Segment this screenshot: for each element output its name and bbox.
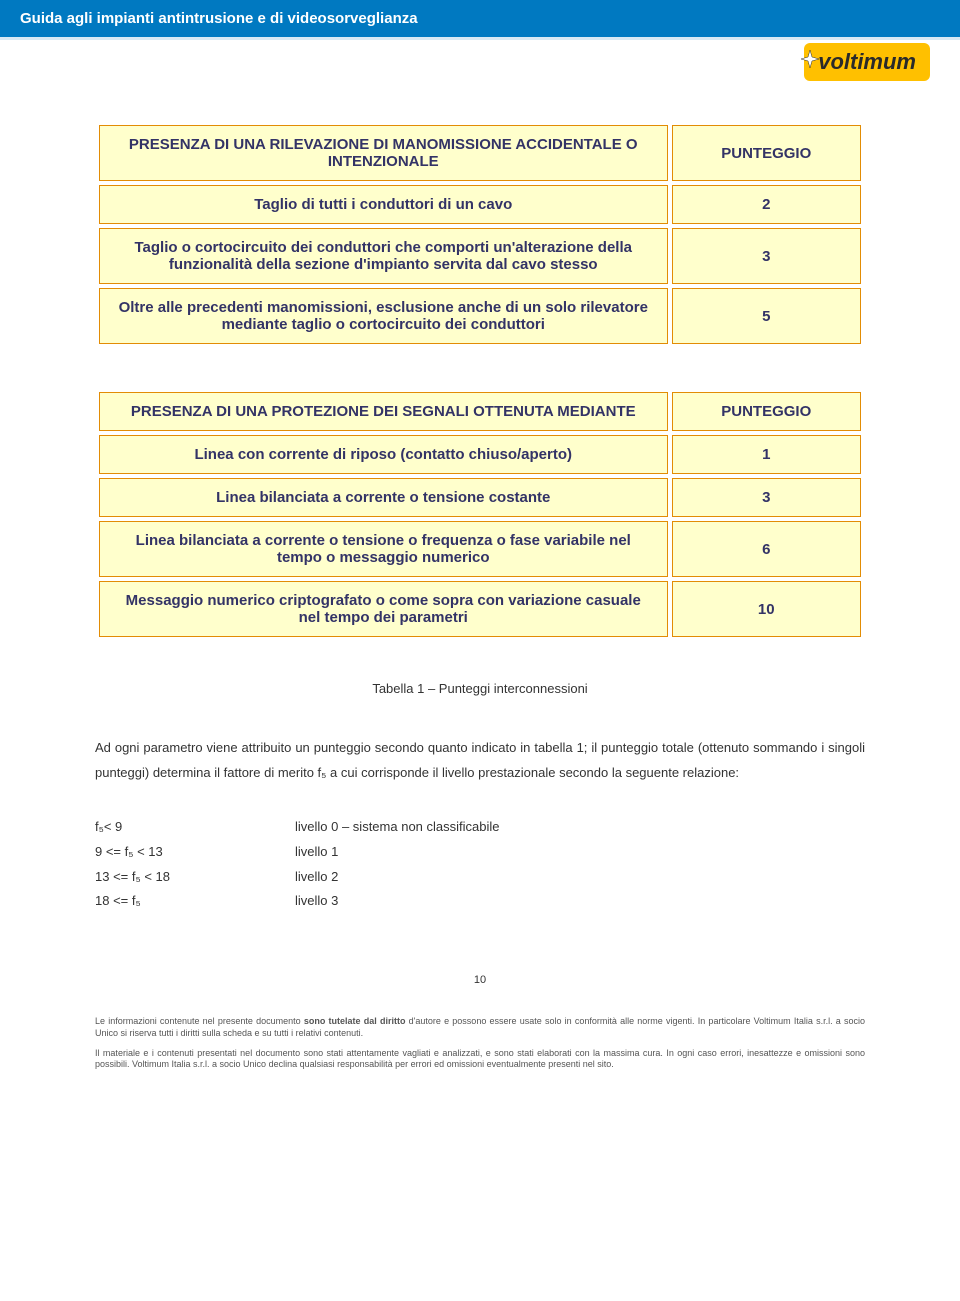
level-cond: 9 <= f₅ < 13 — [95, 840, 295, 865]
table-row: Messaggio numerico criptografato o come … — [99, 581, 861, 637]
level-text: livello 2 — [295, 865, 338, 890]
logo-spark-icon — [800, 49, 820, 69]
table-header-desc: PRESENZA DI UNA PROTEZIONE DEI SEGNALI O… — [99, 392, 668, 431]
table-cell-desc: Taglio o cortocircuito dei conduttori ch… — [99, 228, 668, 284]
table-row: Linea bilanciata a corrente o tensione o… — [99, 521, 861, 577]
page-content: PRESENZA DI UNA RILEVAZIONE DI MANOMISSI… — [0, 81, 960, 1006]
table-cell-desc: Linea con corrente di riposo (contatto c… — [99, 435, 668, 474]
footer-p2: Il materiale e i contenuti presentati ne… — [95, 1048, 865, 1071]
table-cell-desc: Linea bilanciata a corrente o tensione c… — [99, 478, 668, 517]
level-row: 9 <= f₅ < 13 livello 1 — [95, 840, 865, 865]
table-row: PRESENZA DI UNA RILEVAZIONE DI MANOMISSI… — [99, 125, 861, 181]
table-row: Taglio di tutti i conduttori di un cavo … — [99, 185, 861, 224]
footer-p1a: Le informazioni contenute nel presente d… — [95, 1016, 304, 1026]
level-cond: 18 <= f₅ — [95, 889, 295, 914]
level-cond: f₅< 9 — [95, 815, 295, 840]
table-cell-val: 3 — [672, 478, 862, 517]
table-cell-val: 3 — [672, 228, 862, 284]
logo: voltimum — [804, 43, 930, 81]
table-cell-desc: Oltre alle precedenti manomissioni, escl… — [99, 288, 668, 344]
level-row: 18 <= f₅ livello 3 — [95, 889, 865, 914]
paragraph: Ad ogni parametro viene attribuito un pu… — [95, 736, 865, 785]
level-text: livello 3 — [295, 889, 338, 914]
table-row: PRESENZA DI UNA PROTEZIONE DEI SEGNALI O… — [99, 392, 861, 431]
table-cell-val: 1 — [672, 435, 862, 474]
table-cell-val: 6 — [672, 521, 862, 577]
level-text: livello 1 — [295, 840, 338, 865]
logo-wrap: voltimum — [0, 37, 960, 81]
table-cell-desc: Linea bilanciata a corrente o tensione o… — [99, 521, 668, 577]
table-row: Taglio o cortocircuito dei conduttori ch… — [99, 228, 861, 284]
table-row: Oltre alle precedenti manomissioni, escl… — [99, 288, 861, 344]
table-manomissione: PRESENZA DI UNA RILEVAZIONE DI MANOMISSI… — [95, 121, 865, 348]
level-text: livello 0 – sistema non classificabile — [295, 815, 499, 840]
level-cond: 13 <= f₅ < 18 — [95, 865, 295, 890]
table-header-val: PUNTEGGIO — [672, 125, 862, 181]
table-protezione: PRESENZA DI UNA PROTEZIONE DEI SEGNALI O… — [95, 388, 865, 641]
table-header-val: PUNTEGGIO — [672, 392, 862, 431]
level-row: 13 <= f₅ < 18 livello 2 — [95, 865, 865, 890]
table-row: Linea bilanciata a corrente o tensione c… — [99, 478, 861, 517]
table-cell-val: 10 — [672, 581, 862, 637]
levels-list: f₅< 9 livello 0 – sistema non classifica… — [95, 815, 865, 914]
header-title: Guida agli impianti antintrusione e di v… — [20, 10, 418, 27]
footer-p1: Le informazioni contenute nel presente d… — [95, 1016, 865, 1039]
table-row: Linea con corrente di riposo (contatto c… — [99, 435, 861, 474]
table-caption: Tabella 1 – Punteggi interconnessioni — [95, 681, 865, 696]
footer-p1b: sono tutelate dal diritto — [304, 1016, 406, 1026]
page-number: 10 — [95, 974, 865, 986]
level-row: f₅< 9 livello 0 – sistema non classifica… — [95, 815, 865, 840]
table-cell-val: 2 — [672, 185, 862, 224]
table-cell-desc: Taglio di tutti i conduttori di un cavo — [99, 185, 668, 224]
table-header-desc: PRESENZA DI UNA RILEVAZIONE DI MANOMISSI… — [99, 125, 668, 181]
logo-text: voltimum — [818, 49, 916, 74]
table-cell-desc: Messaggio numerico criptografato o come … — [99, 581, 668, 637]
table-cell-val: 5 — [672, 288, 862, 344]
header-band: Guida agli impianti antintrusione e di v… — [0, 0, 960, 37]
footer: Le informazioni contenute nel presente d… — [0, 1006, 960, 1099]
